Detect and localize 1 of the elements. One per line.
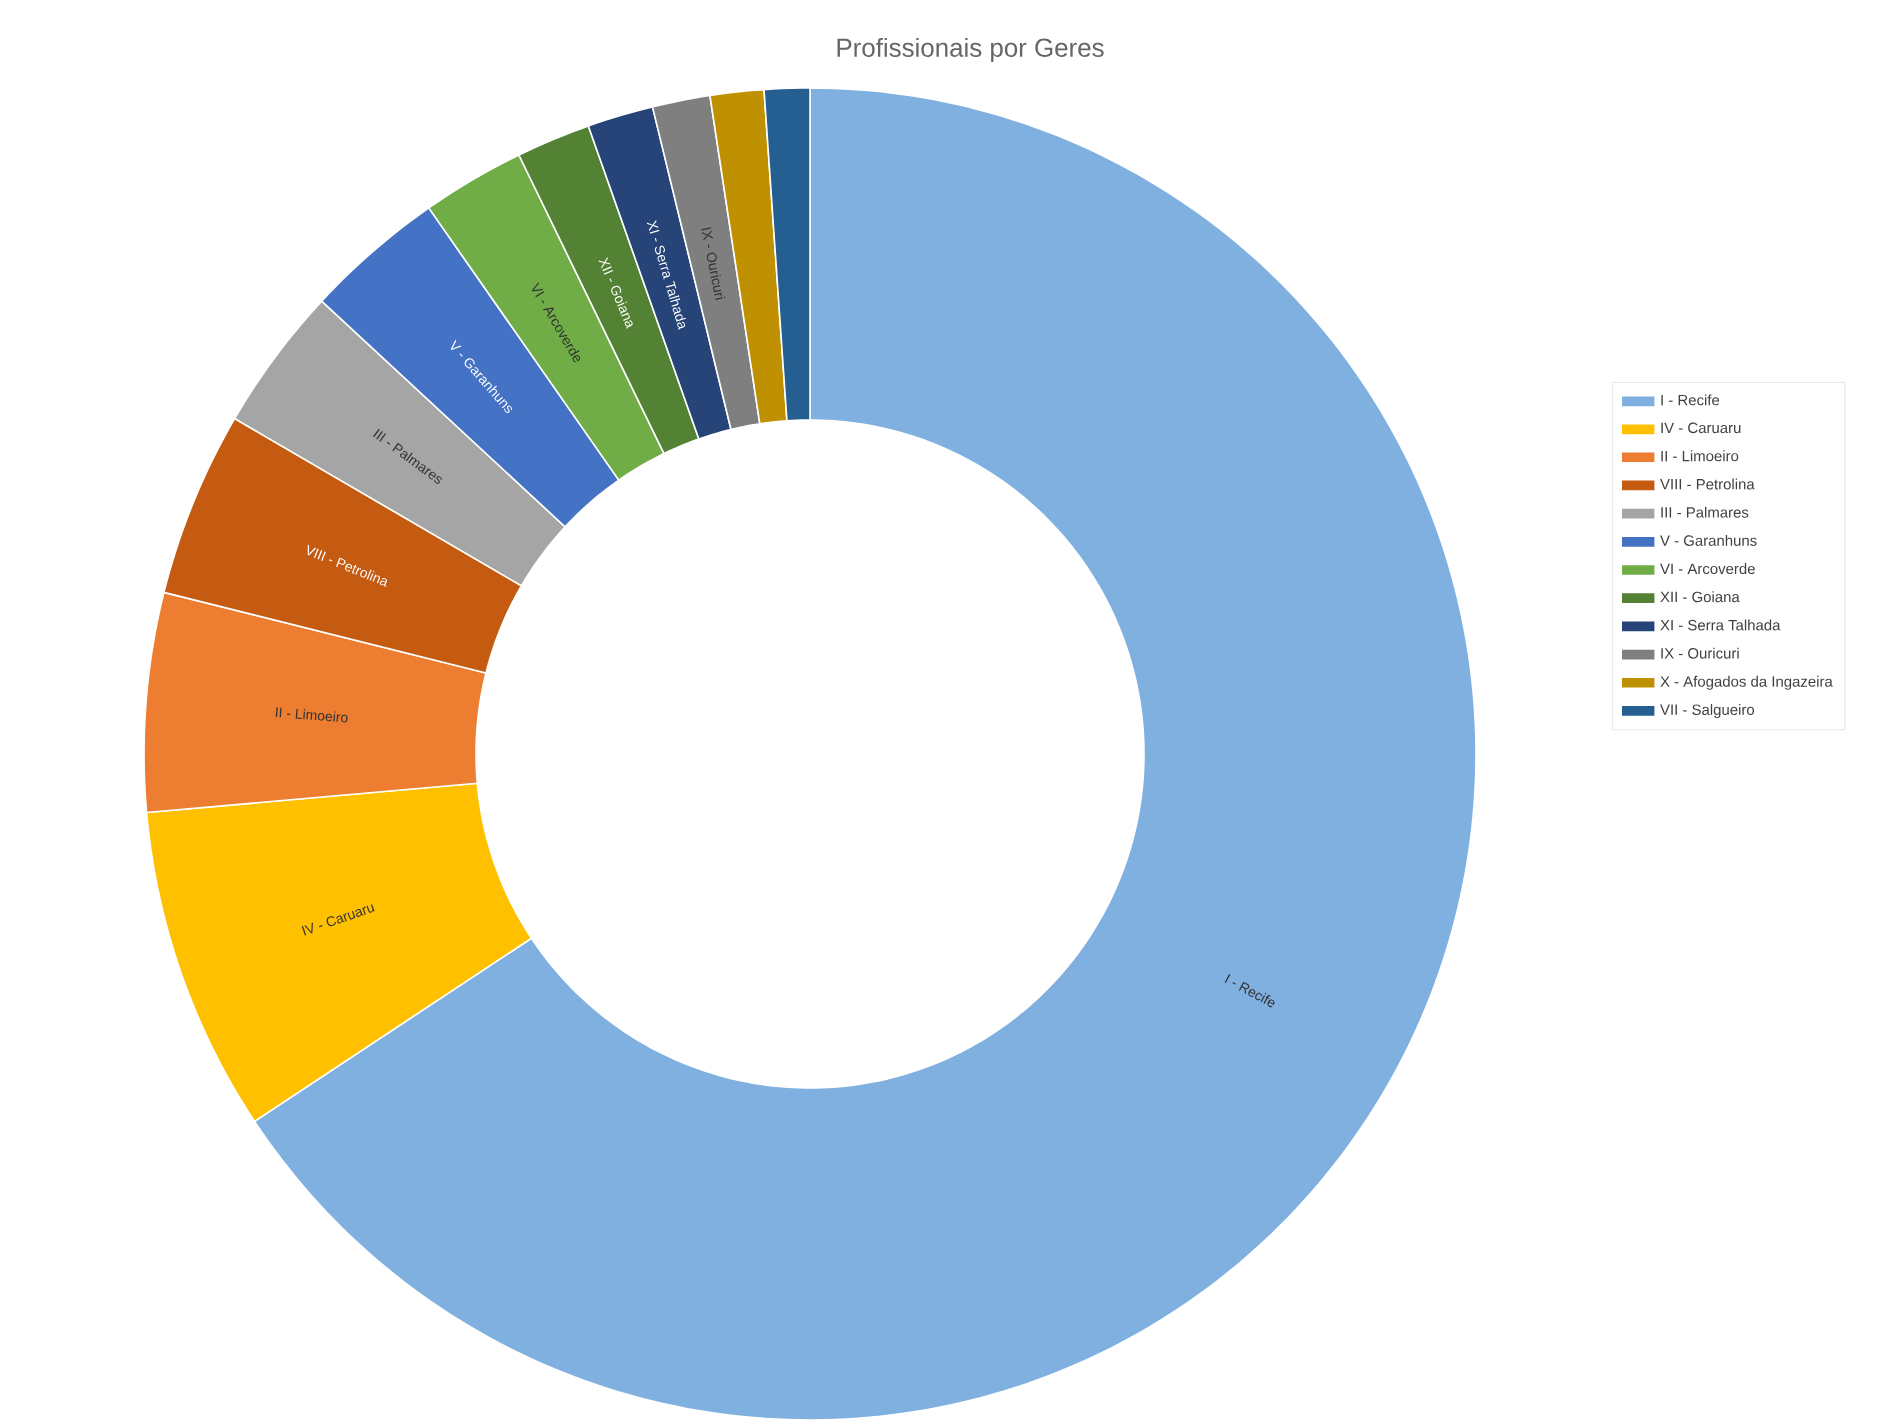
chart-title: Profissionais por Geres bbox=[837, 37, 1104, 63]
